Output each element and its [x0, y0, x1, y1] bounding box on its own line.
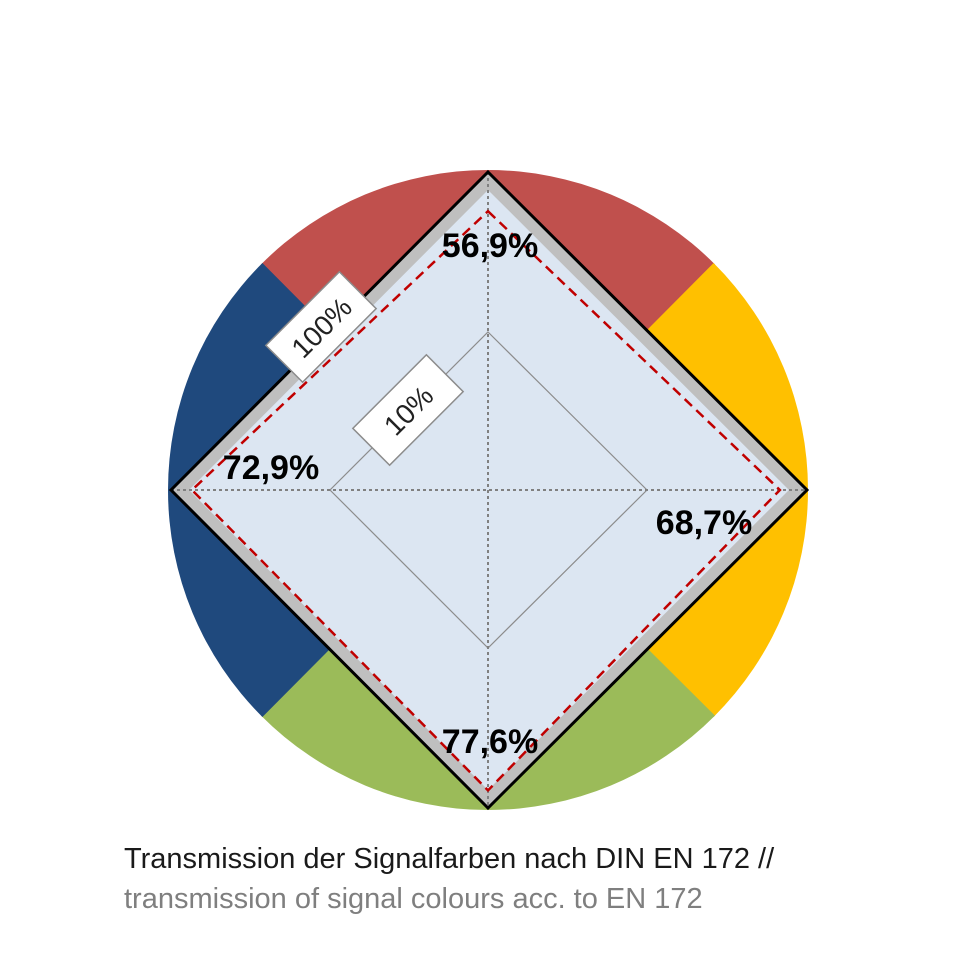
- caption-english: transmission of signal colours acc. to E…: [124, 883, 703, 915]
- value-label-green: 77,6%: [442, 723, 538, 761]
- value-label-red: 56,9%: [442, 227, 538, 265]
- data-series-diamond: [190, 209, 782, 793]
- outer-border-diamond: [168, 169, 810, 811]
- value-label-yellow: 68,7%: [656, 504, 752, 542]
- caption-german: Transmission der Signalfarben nach DIN E…: [124, 843, 775, 875]
- value-label-blue: 72,9%: [223, 449, 319, 487]
